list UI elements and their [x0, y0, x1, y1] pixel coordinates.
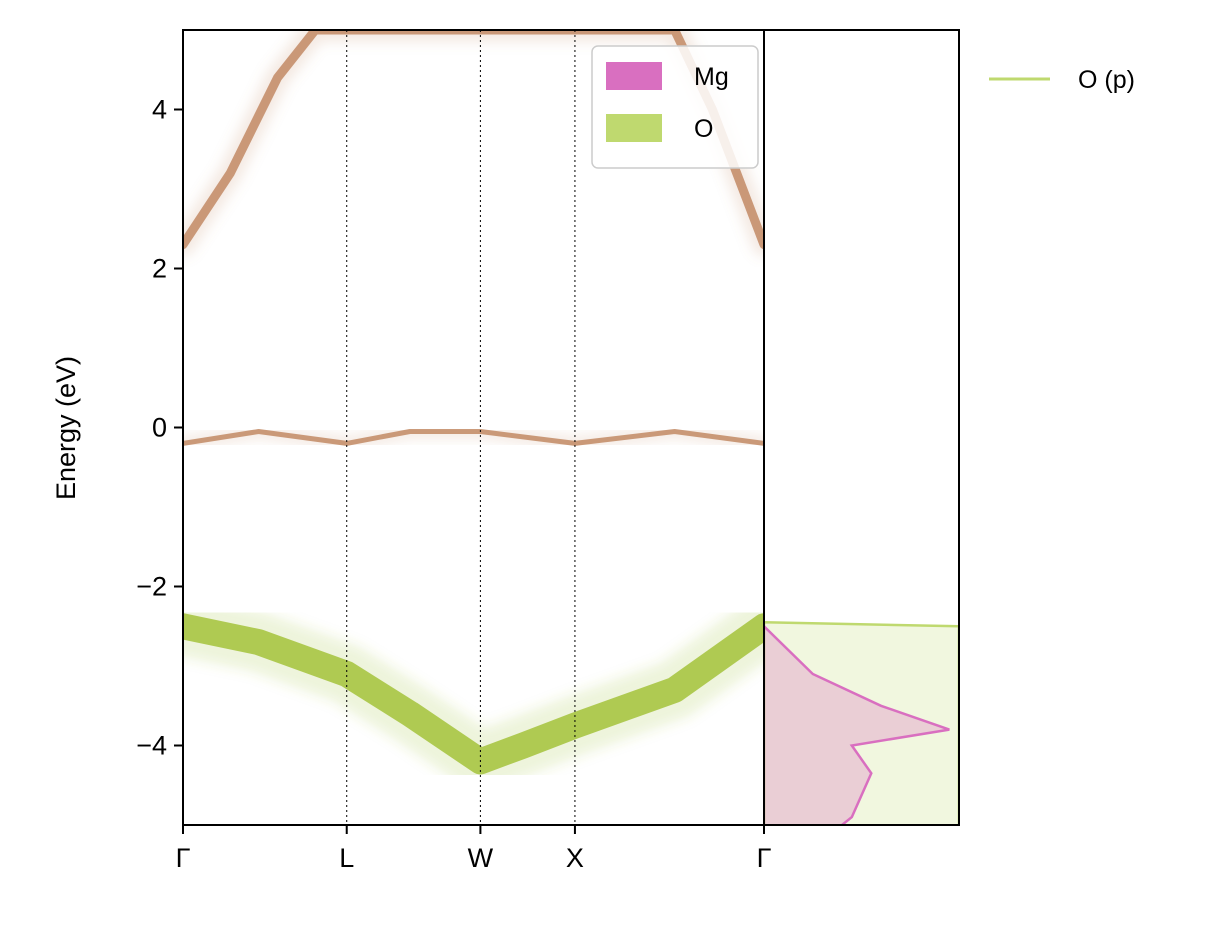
x-tick-label-4: Γ	[757, 843, 772, 873]
x-tick-label-2: W	[468, 843, 494, 873]
band-flat_band_near_zero	[183, 429, 764, 446]
dos-line-0	[764, 621, 959, 825]
legend-swatch-mg	[606, 62, 662, 90]
x-tick-label-0: Γ	[176, 843, 191, 873]
band-valence_top	[183, 613, 764, 775]
y-tick-label-4: −4	[136, 731, 167, 761]
dos-fill-1	[764, 626, 950, 825]
legend-label-mg: Mg	[694, 63, 729, 91]
dos-legend-label-0: O (p)	[1078, 66, 1135, 94]
band-legend: Mg O	[591, 45, 759, 169]
x-tick-label-1: L	[339, 843, 354, 873]
legend-label-o: O	[694, 115, 713, 143]
y-tick-label-3: −2	[136, 572, 167, 602]
y-tick-label-1: 2	[152, 254, 167, 284]
legend-swatch-o	[606, 114, 662, 142]
dos-legend: O (p)	[989, 66, 1135, 94]
y-tick-label-2: 0	[152, 413, 167, 443]
y-axis-label: Energy (eV)	[51, 356, 81, 500]
dos-panel-frame	[763, 29, 960, 826]
y-tick-label-0: 4	[152, 95, 167, 125]
y-axis-ticks: 4 2 0 −2 −4	[136, 95, 183, 761]
dos-line-1	[764, 625, 950, 825]
dos-curves	[764, 621, 959, 825]
x-tick-label-3: X	[566, 843, 584, 873]
